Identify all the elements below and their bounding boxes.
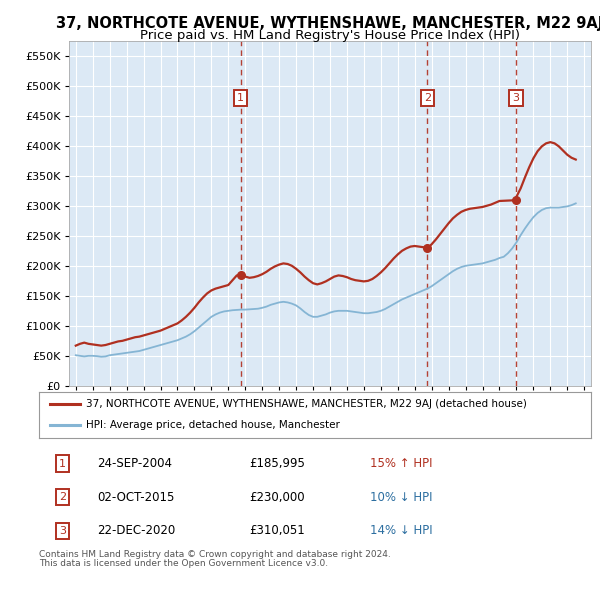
Text: HPI: Average price, detached house, Manchester: HPI: Average price, detached house, Manc… [86,420,340,430]
Text: 14% ↓ HPI: 14% ↓ HPI [370,525,433,537]
Text: This data is licensed under the Open Government Licence v3.0.: This data is licensed under the Open Gov… [39,559,328,568]
Text: 22-DEC-2020: 22-DEC-2020 [97,525,175,537]
Text: Contains HM Land Registry data © Crown copyright and database right 2024.: Contains HM Land Registry data © Crown c… [39,550,391,559]
Text: 24-SEP-2004: 24-SEP-2004 [97,457,172,470]
Text: £185,995: £185,995 [249,457,305,470]
Text: Price paid vs. HM Land Registry's House Price Index (HPI): Price paid vs. HM Land Registry's House … [140,29,520,42]
Text: 02-OCT-2015: 02-OCT-2015 [97,491,175,504]
Text: 1: 1 [59,458,66,468]
Text: 3: 3 [512,93,520,103]
Text: 2: 2 [59,492,66,502]
Text: 3: 3 [59,526,66,536]
Text: 1: 1 [237,93,244,103]
Text: £230,000: £230,000 [249,491,304,504]
Text: £310,051: £310,051 [249,525,305,537]
Text: 37, NORTHCOTE AVENUE, WYTHENSHAWE, MANCHESTER, M22 9AJ: 37, NORTHCOTE AVENUE, WYTHENSHAWE, MANCH… [56,16,600,31]
Text: 2: 2 [424,93,431,103]
Text: 37, NORTHCOTE AVENUE, WYTHENSHAWE, MANCHESTER, M22 9AJ (detached house): 37, NORTHCOTE AVENUE, WYTHENSHAWE, MANCH… [86,399,527,409]
Text: 10% ↓ HPI: 10% ↓ HPI [370,491,433,504]
Text: 15% ↑ HPI: 15% ↑ HPI [370,457,433,470]
